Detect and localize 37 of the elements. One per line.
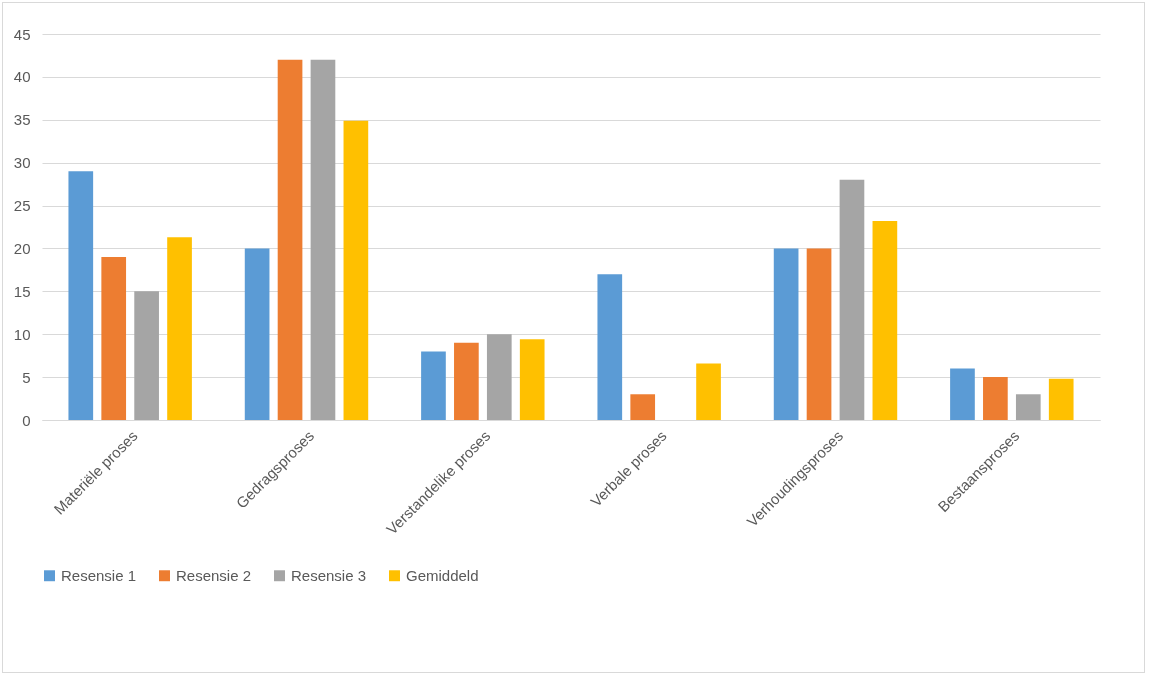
- bar: [486, 334, 512, 420]
- y-tick-label: 30: [13, 154, 31, 172]
- y-tick-label: 45: [13, 25, 31, 43]
- bar: [1015, 394, 1041, 420]
- bar: [167, 237, 192, 420]
- bar: [806, 248, 832, 420]
- bar: [134, 291, 159, 420]
- legend-label: Resensie 2: [176, 566, 252, 584]
- y-tick-label: 20: [13, 239, 31, 257]
- bar: [950, 368, 975, 420]
- bar: [839, 179, 865, 420]
- bar: [68, 171, 94, 420]
- legend-label: Resensie 1: [61, 566, 137, 584]
- bar: [696, 363, 721, 420]
- y-tick-label: 40: [13, 68, 31, 86]
- bar: [519, 339, 545, 420]
- y-tick-label: 25: [13, 197, 31, 215]
- bar: [1048, 378, 1074, 420]
- legend-label: Gemiddeld: [406, 566, 479, 584]
- y-tick-label: 0: [22, 411, 31, 429]
- y-tick-label: 10: [13, 325, 31, 343]
- bar: [421, 351, 446, 420]
- bar: [310, 59, 336, 420]
- bar: [872, 221, 898, 420]
- bar: [244, 248, 270, 420]
- y-tick-label: 15: [13, 282, 31, 300]
- bar: [597, 274, 623, 420]
- bar: [277, 59, 303, 420]
- bar: [773, 248, 799, 420]
- bar: [101, 257, 127, 420]
- legend-label: Resensie 3: [291, 566, 367, 584]
- bar: [630, 394, 656, 420]
- y-tick-label: 5: [22, 368, 31, 386]
- bar: [983, 377, 1008, 420]
- bar: [454, 342, 479, 420]
- bar: [343, 120, 369, 420]
- y-tick-label: 35: [13, 111, 31, 129]
